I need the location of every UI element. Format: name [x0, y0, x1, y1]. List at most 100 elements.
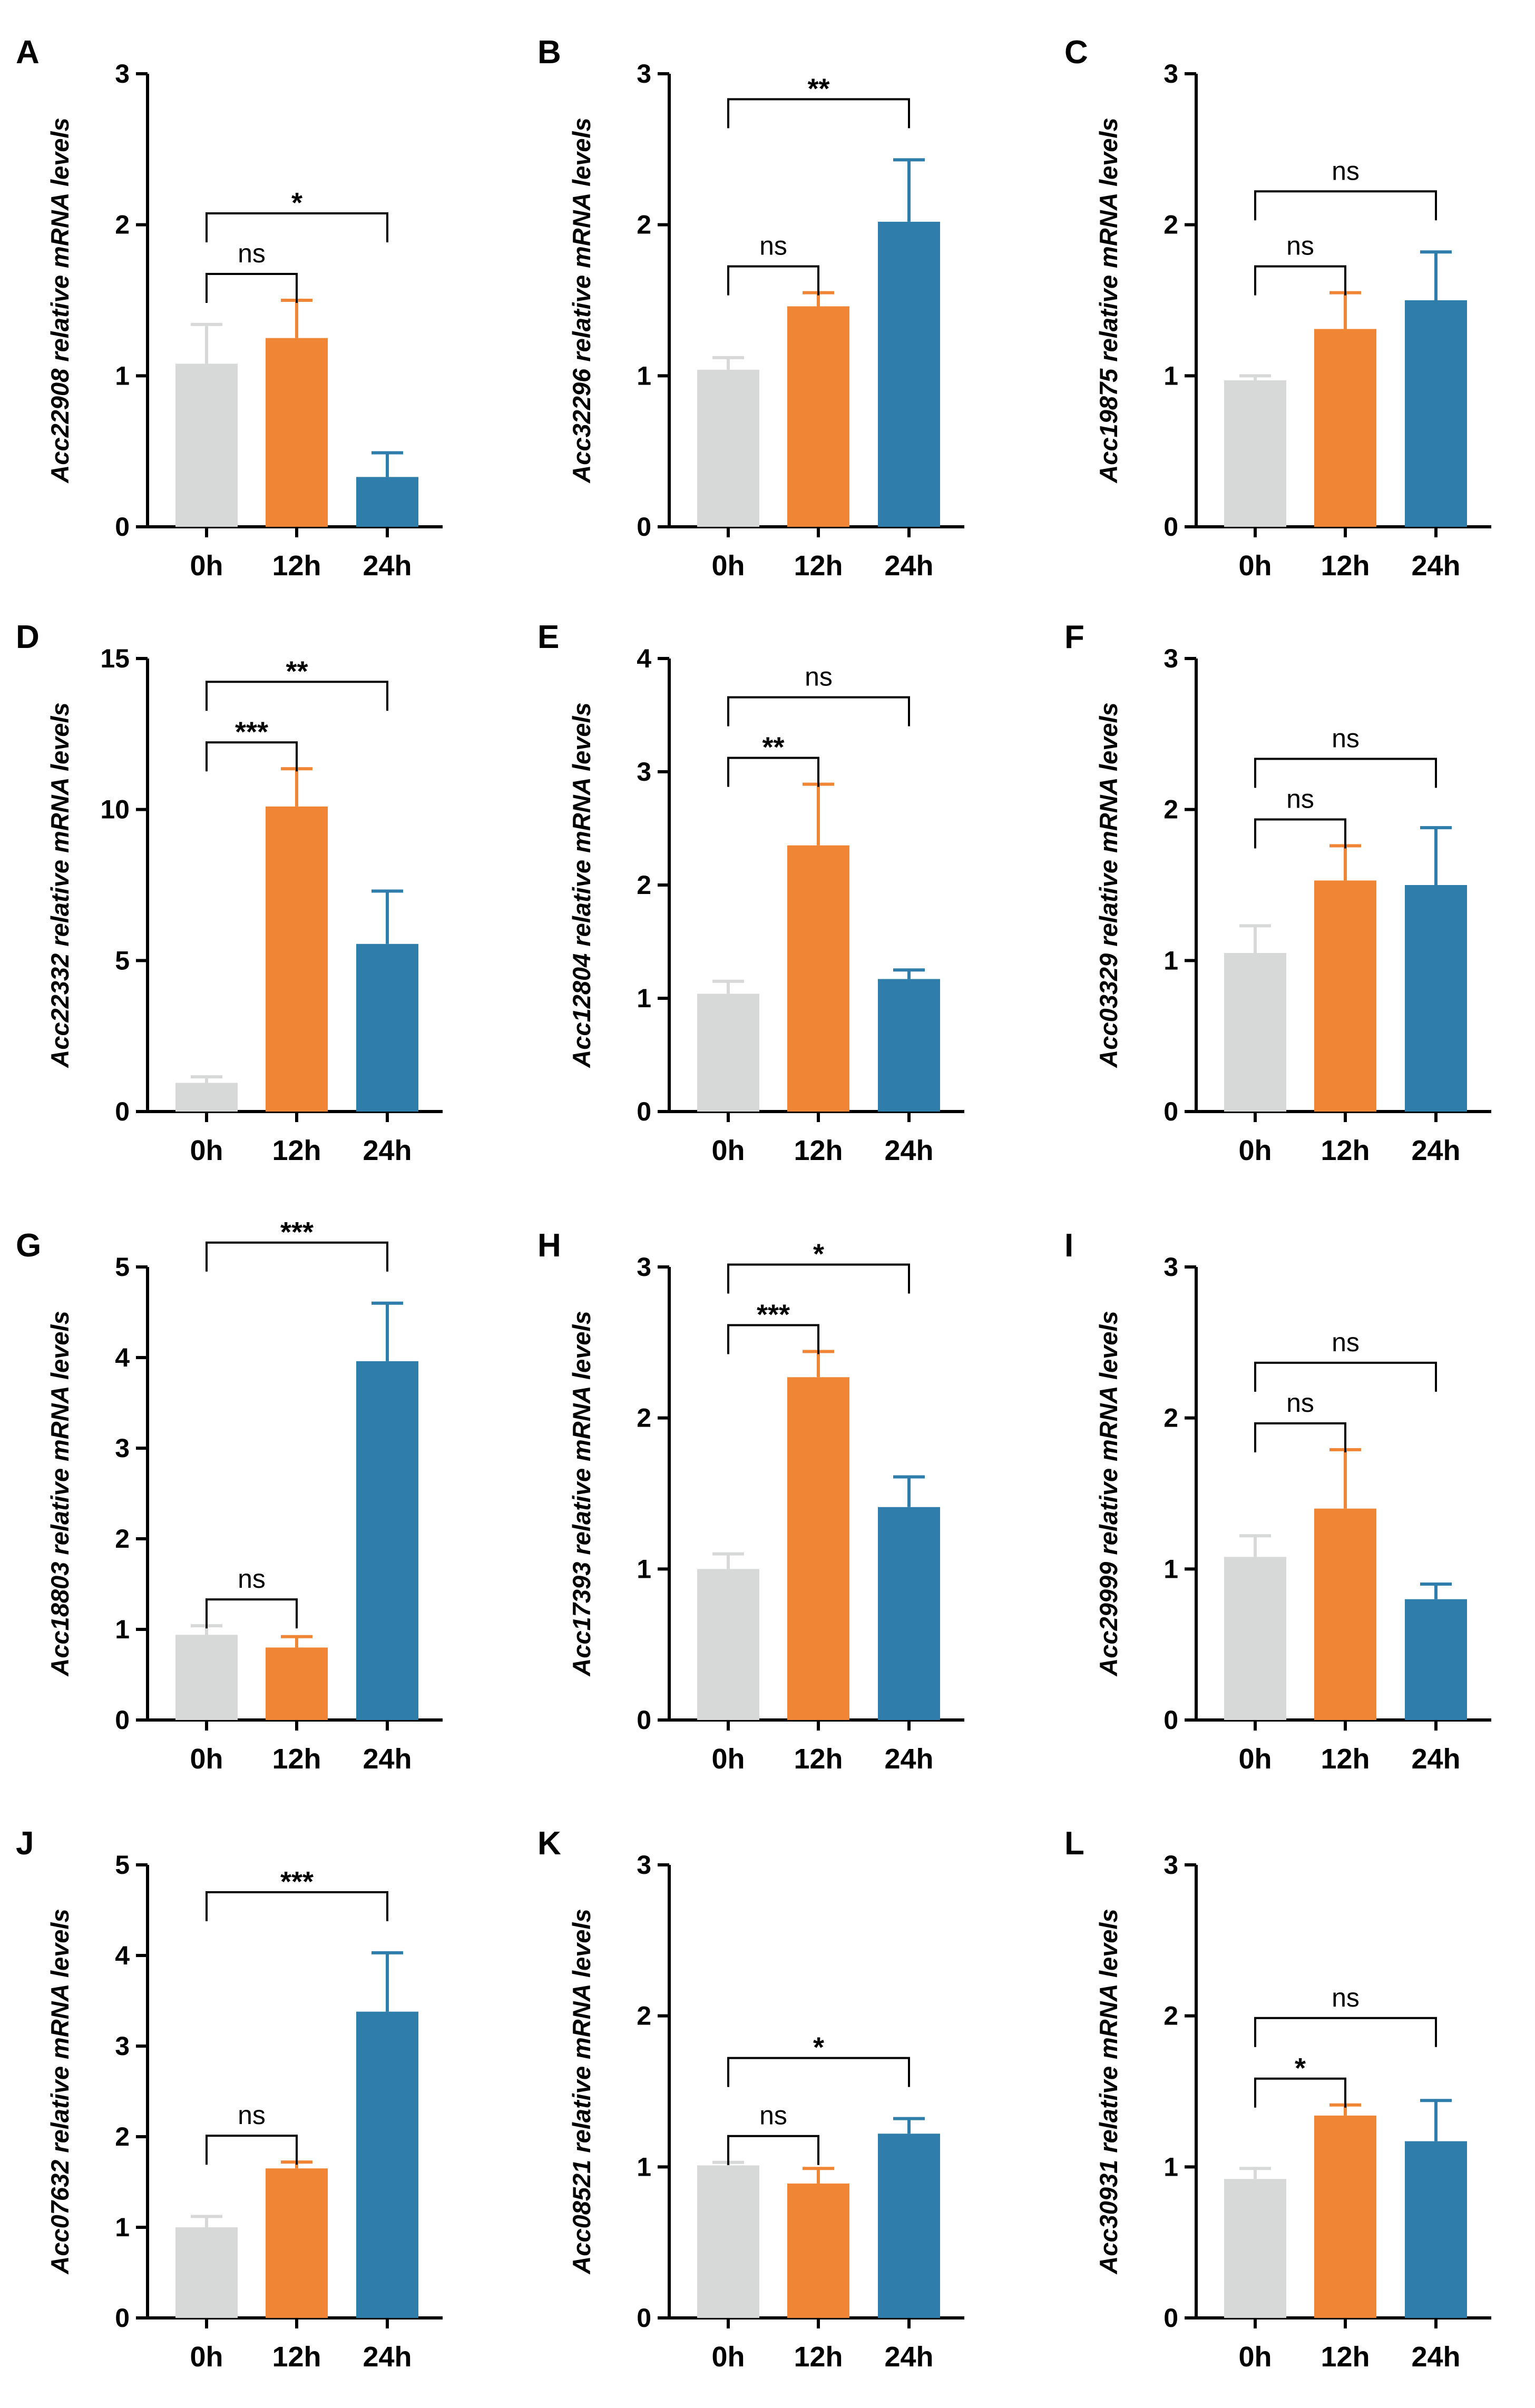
y-tick-label: 2 — [1164, 2001, 1178, 2031]
y-axis-label: Acc19875 relative mRNA levels — [1094, 117, 1122, 483]
x-tick-label-0h: 0h — [1238, 1743, 1272, 1775]
y-tick-label: 0 — [637, 512, 651, 542]
significance-short-bracket — [727, 1324, 819, 1354]
panel-letter: I — [1064, 1227, 1073, 1264]
significance-short-bracket — [1254, 265, 1346, 296]
x-tick-label-0h: 0h — [190, 1135, 223, 1166]
significance-long-bracket — [206, 681, 388, 711]
panel-letter: E — [537, 619, 559, 655]
panel-e: E Acc12804 relative mRNA levels 0 1 2 3 4 0h 12h… — [537, 619, 964, 1166]
significance-long-bracket — [1254, 2017, 1437, 2047]
y-axis-label-gene: Acc18803 — [46, 1562, 74, 1677]
y-tick-label: 3 — [637, 59, 651, 89]
y-axis-label-gene: Acc08521 — [568, 2160, 595, 2275]
significance-short-bracket — [1254, 818, 1346, 849]
panel-h: H Acc17393 relative mRNA levels 0 1 2 3 0h 12h 2… — [537, 1227, 964, 1775]
bar-0h — [697, 1569, 759, 1720]
bar-0h — [175, 1083, 238, 1112]
x-tick-label-24h: 24h — [884, 550, 933, 582]
significance-short-bracket — [206, 273, 298, 303]
significance-short-bracket — [727, 2135, 819, 2165]
y-axis-label-gene: Acc12804 — [568, 954, 595, 1068]
significance-short-label: *** — [757, 1299, 790, 1331]
panel-c: C Acc19875 relative mRNA levels 0 1 2 3 0h 12h 2… — [1064, 34, 1491, 582]
y-tick-label: 0 — [637, 1705, 651, 1735]
y-tick-label: 5 — [115, 1850, 130, 1880]
significance-long-bracket — [727, 2057, 910, 2087]
y-tick-label: 5 — [115, 946, 130, 975]
x-tick-label-24h: 24h — [363, 1743, 412, 1775]
y-axis-label: Acc22908 relative mRNA levels — [46, 117, 74, 483]
y-tick-label: 3 — [637, 1850, 651, 1880]
y-tick-label: 5 — [115, 1252, 130, 1282]
x-tick-label-12h: 12h — [272, 2341, 321, 2373]
y-tick-label: 1 — [637, 2152, 651, 2181]
y-axis-label-gene: Acc22908 — [46, 368, 74, 484]
y-tick-label: 2 — [637, 2001, 651, 2031]
y-tick-label: 0 — [115, 1705, 130, 1735]
significance-long-bracket — [1254, 1361, 1437, 1392]
x-tick-label-12h: 12h — [1321, 550, 1370, 582]
y-tick-label: 1 — [1164, 1554, 1178, 1584]
y-tick-label: 0 — [115, 1097, 130, 1126]
y-axis-label-text: relative mRNA levels — [46, 1909, 74, 2159]
y-tick-label: 0 — [1164, 512, 1178, 542]
panel-l: L Acc30931 relative mRNA levels 0 1 2 3 0h 12h 2… — [1064, 1825, 1491, 2373]
bar-12h — [787, 306, 849, 527]
x-tick-label-12h: 12h — [272, 1135, 321, 1166]
panel-d: D Acc22332 relative mRNA levels 0 5 10 15 0h 12… — [16, 619, 443, 1166]
y-tick-label: 2 — [115, 2122, 130, 2151]
panel-letter: J — [16, 1825, 34, 1862]
x-tick-label-12h: 12h — [272, 1743, 321, 1775]
y-tick-label: 0 — [1164, 2303, 1178, 2333]
bar-24h — [1405, 885, 1467, 1112]
y-axis-label-text: relative mRNA levels — [568, 702, 595, 953]
y-axis-label-text: relative mRNA levels — [568, 1909, 595, 2159]
significance-long-label: ns — [805, 662, 833, 692]
significance-short-label: ns — [238, 239, 266, 268]
significance-long-label: ** — [286, 655, 308, 687]
y-axis-label: Acc17393 relative mRNA levels — [568, 1311, 595, 1676]
x-tick-label-12h: 12h — [272, 550, 321, 582]
y-tick-label: 1 — [637, 1554, 651, 1584]
bar-24h — [356, 477, 418, 527]
bar-24h — [1405, 1599, 1467, 1720]
x-tick-label-12h: 12h — [794, 550, 843, 582]
y-tick-label: 4 — [637, 644, 651, 673]
y-tick-label: 2 — [1164, 210, 1178, 240]
x-tick-label-0h: 0h — [711, 1135, 745, 1166]
significance-long-label: ns — [1332, 156, 1360, 185]
significance-long-label: *** — [280, 1216, 314, 1248]
y-axis-label: Acc12804 relative mRNA levels — [568, 702, 595, 1068]
panel-letter: G — [16, 1227, 41, 1264]
y-tick-label: 1 — [115, 361, 130, 390]
significance-short-label: ns — [759, 2101, 787, 2130]
x-tick-label-24h: 24h — [363, 550, 412, 582]
bar-12h — [1314, 329, 1376, 527]
bar-24h — [878, 221, 940, 527]
x-tick-label-24h: 24h — [363, 1135, 412, 1166]
bar-12h — [266, 338, 328, 527]
x-tick-label-12h: 12h — [794, 1743, 843, 1775]
x-tick-label-0h: 0h — [711, 1743, 745, 1775]
panel-a: A Acc22908 relative mRNA levels 0 1 2 3 0h 12h 2… — [16, 34, 443, 582]
bar-24h — [878, 979, 940, 1112]
y-axis-label: Acc18803 relative mRNA levels — [46, 1311, 74, 1676]
y-tick-label: 1 — [637, 984, 651, 1013]
bar-12h — [266, 806, 328, 1112]
y-axis-label: Acc08521 relative mRNA levels — [568, 1909, 595, 2274]
bar-24h — [878, 1507, 940, 1720]
significance-short-label: ** — [762, 732, 784, 763]
bar-0h — [1224, 380, 1286, 527]
y-tick-label: 1 — [1164, 2152, 1178, 2181]
y-tick-label: 3 — [1164, 59, 1178, 89]
x-tick-label-12h: 12h — [1321, 1743, 1370, 1775]
x-tick-label-12h: 12h — [1321, 2341, 1370, 2373]
significance-long-bracket — [206, 1891, 388, 1921]
y-tick-label: 0 — [1164, 1097, 1178, 1126]
panel-f: F Acc03329 relative mRNA levels 0 1 2 3 0h 12h 2… — [1064, 619, 1491, 1166]
y-axis-label-text: relative mRNA levels — [46, 702, 74, 953]
panel-letter: D — [16, 619, 40, 655]
bar-0h — [175, 1635, 238, 1720]
y-axis-label-text: relative mRNA levels — [46, 117, 74, 368]
